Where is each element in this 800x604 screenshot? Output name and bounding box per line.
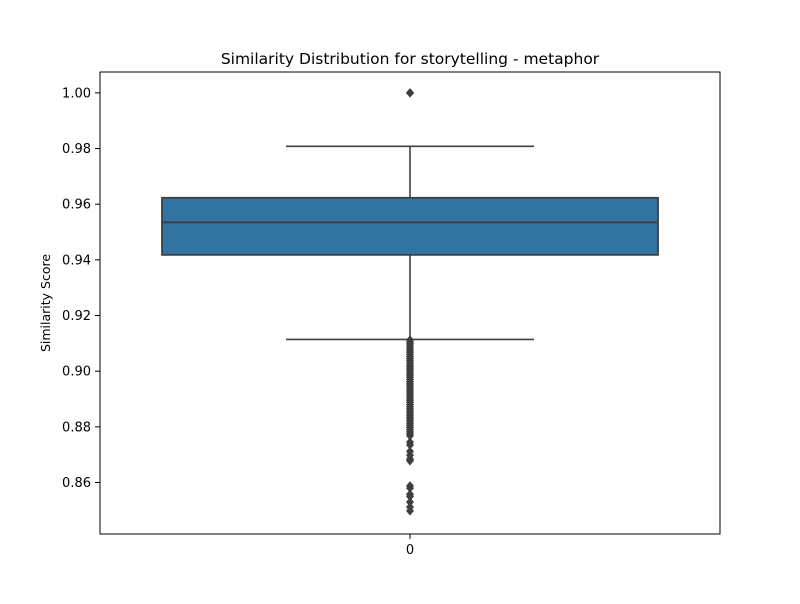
- y-tick-label: 0.94: [62, 253, 91, 268]
- y-tick-label: 0.86: [62, 476, 91, 491]
- y-tick-label: 1.00: [62, 86, 91, 101]
- y-tick-label: 0.90: [62, 365, 91, 380]
- outlier-point: [406, 456, 414, 466]
- y-tick-label: 0.88: [62, 420, 91, 435]
- y-tick-label: 0.98: [62, 142, 91, 157]
- chart-title: Similarity Distribution for storytelling…: [221, 50, 600, 68]
- y-tick-label: 0.92: [62, 309, 91, 324]
- plot-frame: [99, 71, 721, 535]
- box-iqr: [161, 196, 659, 256]
- outlier-point: [406, 506, 414, 516]
- y-axis-label: Similarity Score: [38, 254, 53, 352]
- x-tick-label: 0: [406, 543, 414, 558]
- plot-area: 0 0.86 0.88 0.90 0.92 0.94 0.96 0.98 1.00: [62, 71, 721, 558]
- y-tick-label: 0.96: [62, 198, 91, 213]
- outlier-point: [406, 88, 414, 98]
